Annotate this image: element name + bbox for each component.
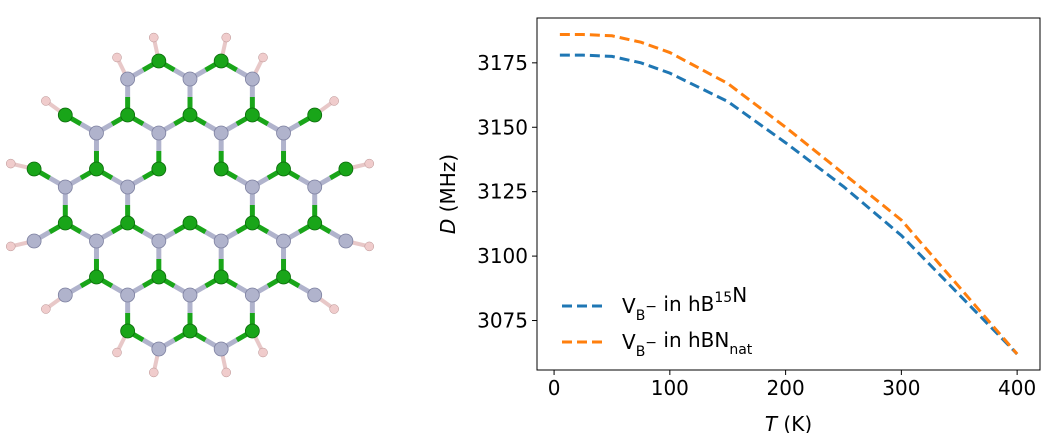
hydrogen-atom: [330, 96, 339, 105]
boron-atom: [214, 162, 228, 176]
x-tick-label: 100: [651, 376, 689, 400]
hydrogen-atom: [113, 348, 122, 357]
plot: 0 100 200 300 400 3075 3100 3125 3150 3175 T (K) D …: [436, 34, 1036, 433]
x-tick-label: 200: [767, 376, 805, 400]
boron-atom: [152, 270, 166, 284]
nitrogen-atom: [152, 126, 166, 140]
boron-atom: [27, 162, 41, 176]
nitrogen-atom: [308, 288, 322, 302]
hydrogen-atom: [222, 33, 231, 42]
hydrogen-atom: [41, 96, 50, 105]
y-tick-label: 3175: [477, 51, 528, 75]
nitrogen-atom: [245, 180, 259, 194]
x-tick-label: 400: [998, 376, 1036, 400]
boron-atom: [245, 324, 259, 338]
boron-atom: [277, 270, 291, 284]
y-tick-label: 3125: [477, 180, 528, 204]
nitrogen-atom: [58, 288, 72, 302]
boron-atom: [183, 108, 197, 122]
y-tick-label: 3075: [477, 309, 528, 333]
figure: 0 100 200 300 400 3075 3100 3125 3150 3175 T (K) D …: [0, 0, 1047, 433]
nitrogen-atom: [89, 126, 103, 140]
legend-label: VB− in hBNnat: [622, 328, 753, 360]
hydrogen-atom: [258, 348, 267, 357]
nitrogen-atom: [308, 180, 322, 194]
boron-atom: [245, 108, 259, 122]
nitrogen-atom: [121, 180, 135, 194]
boron-atom: [183, 324, 197, 338]
boron-atom: [214, 270, 228, 284]
nitrogen-atom: [277, 126, 291, 140]
nitrogen-atom: [89, 234, 103, 248]
boron-atom: [121, 216, 135, 230]
hydrogen-atom: [330, 305, 339, 314]
bonds: [11, 38, 370, 373]
nitrogen-atom: [183, 72, 197, 86]
nitrogen-atom: [121, 72, 135, 86]
hydrogen-atom: [365, 159, 374, 168]
boron-atom: [58, 216, 72, 230]
y-tick-label: 3100: [477, 244, 528, 268]
x-axis-label: T (K): [765, 412, 812, 433]
boron-atom: [277, 162, 291, 176]
hydrogen-atom: [149, 368, 158, 377]
nitrogen-atom: [214, 342, 228, 356]
nitrogen-atom: [214, 234, 228, 248]
boron-atom: [183, 216, 197, 230]
nitrogen-atom: [245, 288, 259, 302]
nitrogen-atom: [183, 288, 197, 302]
nitrogen-atom: [214, 126, 228, 140]
hydrogen-atom: [6, 242, 15, 251]
boron-atom: [152, 54, 166, 68]
legend-label: VB− in hB15N: [622, 283, 747, 324]
nitrogen-atom: [152, 234, 166, 248]
boron-atom: [214, 54, 228, 68]
boron-atom: [121, 324, 135, 338]
y-axis-label: D (MHz): [436, 154, 460, 234]
hydrogen-atom: [113, 53, 122, 62]
boron-atom: [121, 108, 135, 122]
nitrogen-atom: [27, 234, 41, 248]
boron-atom: [339, 162, 353, 176]
nitrogen-atom: [58, 180, 72, 194]
x-tick-label: 0: [548, 376, 561, 400]
boron-atom: [89, 162, 103, 176]
boron-atom: [245, 216, 259, 230]
boron-atom: [308, 216, 322, 230]
y-tick-label: 3150: [477, 115, 528, 139]
nitrogen-atom: [121, 288, 135, 302]
boron-atom: [152, 162, 166, 176]
molecule-structure: [6, 33, 374, 377]
hydrogen-atom: [149, 33, 158, 42]
x-tick-label: 300: [882, 376, 920, 400]
nitrogen-atom: [339, 234, 353, 248]
legend: VB− in hB15N VB− in hBNnat: [562, 283, 753, 360]
hydrogen-atom: [222, 368, 231, 377]
boron-atom: [308, 108, 322, 122]
nitrogen-atom: [245, 72, 259, 86]
hydrogen-atom: [41, 305, 50, 314]
hydrogen-atom: [6, 159, 15, 168]
hydrogen-atom: [258, 53, 267, 62]
plot-frame: [537, 18, 1040, 370]
atoms: [6, 33, 374, 377]
boron-atom: [58, 108, 72, 122]
nitrogen-atom: [152, 342, 166, 356]
nitrogen-atom: [277, 234, 291, 248]
boron-atom: [89, 270, 103, 284]
hydrogen-atom: [365, 242, 374, 251]
